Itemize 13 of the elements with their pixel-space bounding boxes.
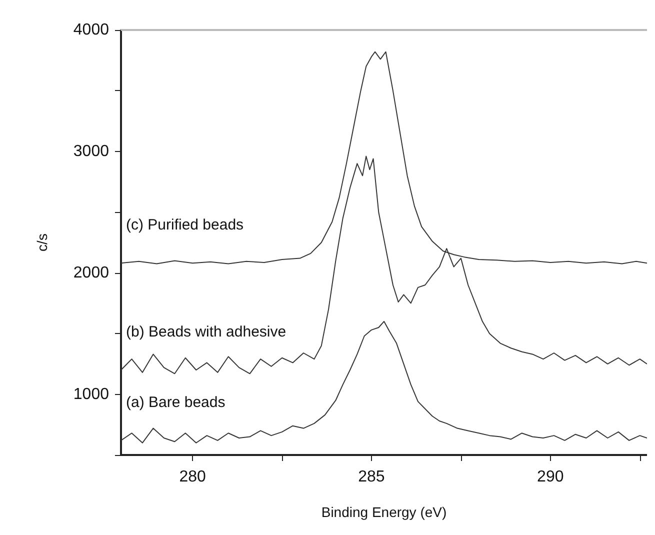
- y-axis-title: c/s: [34, 234, 50, 252]
- series-label: (a) Bare beads: [126, 394, 226, 411]
- x-tick-label: 280: [179, 468, 206, 486]
- line-series: [120, 320, 647, 444]
- y-tick-label: 3000: [73, 142, 110, 160]
- x-axis-title: Binding Energy (eV): [321, 504, 447, 520]
- y-tick-label: 1000: [73, 386, 110, 403]
- x-tick-label: 285: [358, 468, 385, 486]
- y-tick-label: 2000: [73, 264, 110, 282]
- x-tick-label: 290: [537, 468, 564, 486]
- series-label: (c) Purified beads: [126, 216, 244, 234]
- y-tick-label: 4000: [73, 22, 110, 38]
- series-label: (b) Beads with adhesive: [126, 324, 286, 340]
